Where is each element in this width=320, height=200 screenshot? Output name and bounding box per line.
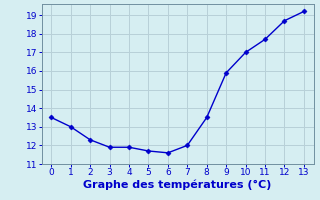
X-axis label: Graphe des températures (°C): Graphe des températures (°C) [84, 180, 272, 190]
